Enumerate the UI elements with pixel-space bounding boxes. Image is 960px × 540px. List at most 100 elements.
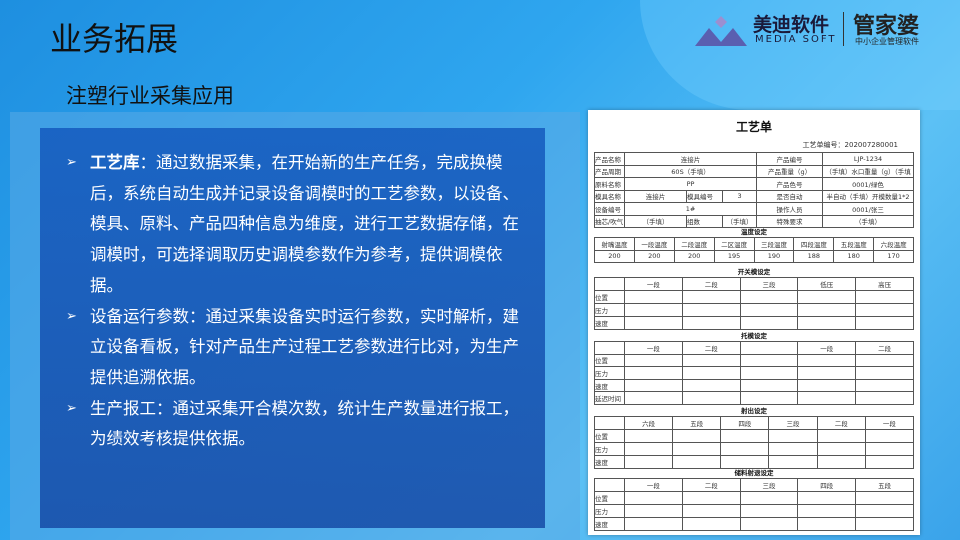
sheet-cell	[797, 391, 857, 405]
sheet-cell: 六段温度	[873, 237, 914, 251]
sheet-row: 压力	[594, 504, 914, 518]
sheet-cell: 射嘴温度	[594, 237, 635, 251]
sheet-cell	[672, 429, 722, 443]
bullet-item: ➢ 工艺库：通过数据采集，在开始新的生产任务，完成换模后，系统自动生成并记录设备调…	[66, 148, 523, 302]
sheet-cell	[739, 353, 799, 368]
sheet-cell	[855, 491, 914, 505]
sheet-cell: 二区温度	[713, 237, 755, 251]
sheet-row: 产品名称 连接片 产品编号 LJP-1234	[594, 152, 914, 166]
sheet-cell: 二段	[681, 277, 741, 291]
sheet-cell	[797, 517, 857, 531]
sheet-cell: 五段	[855, 478, 914, 492]
sheet-cell: 高压	[855, 277, 914, 291]
sheet-cell: 速度	[594, 517, 625, 531]
sheet-cell	[624, 378, 683, 393]
sheet-cell	[739, 303, 799, 317]
sheet-cell	[855, 290, 914, 304]
sheet-cell	[797, 303, 857, 317]
sheet-cell	[797, 504, 857, 518]
sheet-cell: 操作人员	[756, 202, 824, 216]
sheet-row: 速度	[594, 517, 914, 531]
sheet-cell: 一段	[797, 341, 857, 355]
sheet-cell: （手填）水口重量（g）（手填	[822, 164, 914, 178]
sheet-cell	[855, 517, 914, 531]
sheet-cell: 压力	[594, 366, 625, 380]
sheet-cell	[594, 416, 625, 430]
sheet-cell: 60S（手填）	[623, 164, 758, 178]
page-title: 业务拓展	[50, 20, 179, 58]
background-wave	[640, 0, 960, 110]
sheet-cell: 五段温度	[833, 237, 875, 251]
sheet-cell: 三段	[768, 416, 818, 430]
sheet-cell	[624, 366, 683, 380]
sheet-cell: 特殊要求	[756, 214, 824, 228]
sheet-row: 设备编号 1# 操作人员 0001/张三	[594, 202, 914, 216]
sheet-section-title: 开关模设定	[737, 268, 771, 276]
sheet-cell	[594, 478, 625, 492]
arrow-icon: ➢	[66, 400, 77, 416]
sheet-cell	[623, 455, 674, 469]
sheet-cell: 模具名称	[594, 189, 625, 203]
sheet-row: 抽芯/吹气 （手填） 组数 （手填） 特殊要求 （手填）	[594, 214, 914, 228]
sheet-cell	[624, 504, 683, 518]
sheet-cell	[797, 491, 857, 505]
logo-cn: 美迪软件	[753, 14, 830, 36]
sheet-cell	[797, 353, 857, 368]
sheet-cell	[624, 517, 683, 531]
sheet-cell	[739, 517, 799, 531]
sheet-cell: 位置	[594, 290, 625, 304]
sheet-cell: 190	[753, 249, 795, 263]
sheet-cell: 170	[873, 249, 914, 263]
sheet-cell: 三段	[739, 478, 799, 492]
sheet-cell	[864, 442, 915, 456]
sheet-cell: 200	[633, 249, 675, 263]
sheet-cell	[672, 455, 722, 469]
sheet-cell: LJP-1234	[822, 152, 914, 166]
sheet-row: 位置	[594, 429, 915, 443]
sheet-row: 六段 五段 四段 三段 二段 一段	[594, 416, 915, 430]
sheet-row: 速度	[594, 378, 914, 393]
sheet-cell	[797, 366, 857, 380]
bullet-text: 设备运行参数：通过采集设备实时运行参数，实时解析，建立设备看板，针对产品生产过程…	[90, 306, 519, 387]
sheet-cell: 模具编号	[686, 189, 723, 203]
sheet-cell	[739, 366, 799, 380]
sheet-row: 速度	[594, 455, 915, 469]
product-info-table: 产品名称 连接片 产品编号 LJP-1234 产品周期 60S（手填） 产品重量（g） （手填…	[594, 152, 914, 228]
sheet-cell	[720, 442, 770, 456]
sheet-cell	[797, 316, 857, 330]
sheet-row: 一段 二段 三段 四段 五段	[594, 478, 914, 492]
arrow-icon: ➢	[66, 308, 77, 324]
sheet-cell: 连接片	[624, 189, 687, 203]
sheet-cell: 压力	[594, 504, 625, 518]
sheet-title: 工艺单	[735, 120, 772, 134]
sheet-cell: PP	[623, 177, 758, 191]
sheet-cell	[624, 391, 683, 405]
sheet-cell: 一段	[864, 416, 915, 430]
sheet-cell	[623, 442, 674, 456]
sheet-cell: 一段	[624, 478, 683, 492]
sheet-cell	[681, 353, 741, 368]
sheet-row: 原料名称 PP 产品色号 0001/绿色	[594, 177, 914, 191]
sheet-cell	[681, 504, 741, 518]
arrow-icon: ➢	[66, 155, 77, 170]
sheet-cell: 产品周期	[594, 164, 625, 178]
sheet-cell	[855, 391, 914, 405]
logo-slogan: 中小企业管理软件	[855, 37, 919, 46]
sheet-row: 射嘴温度 一段温度 二段温度 二区温度 三段温度 四段温度 五段温度 六段温度	[594, 237, 914, 251]
sheet-cell: 一段	[624, 341, 683, 355]
sheet-cell: 五段	[672, 416, 722, 430]
temperature-table: 射嘴温度 一段温度 二段温度 二区温度 三段温度 四段温度 五段温度 六段温度 200 200 20…	[594, 237, 914, 263]
sheet-cell: 延迟时间	[594, 391, 625, 405]
bullet-heading: 工艺库	[90, 153, 140, 172]
sheet-section-title: 射出设定	[741, 407, 767, 415]
sheet-cell	[797, 290, 857, 304]
sheet-cell	[623, 429, 674, 443]
sheet-cell	[720, 429, 770, 443]
logo-divider	[843, 12, 844, 46]
sheet-cell	[594, 277, 625, 291]
sheet-cell: 位置	[594, 353, 625, 368]
process-sheet-image: 工艺单 工艺单编号：202007280001 产品名称 连接片 产品编号 LJP-12…	[588, 110, 920, 535]
sheet-cell: 0001/张三	[822, 202, 914, 216]
sheet-cell: 1#	[623, 202, 758, 216]
sheet-cell: 二段	[681, 341, 741, 355]
